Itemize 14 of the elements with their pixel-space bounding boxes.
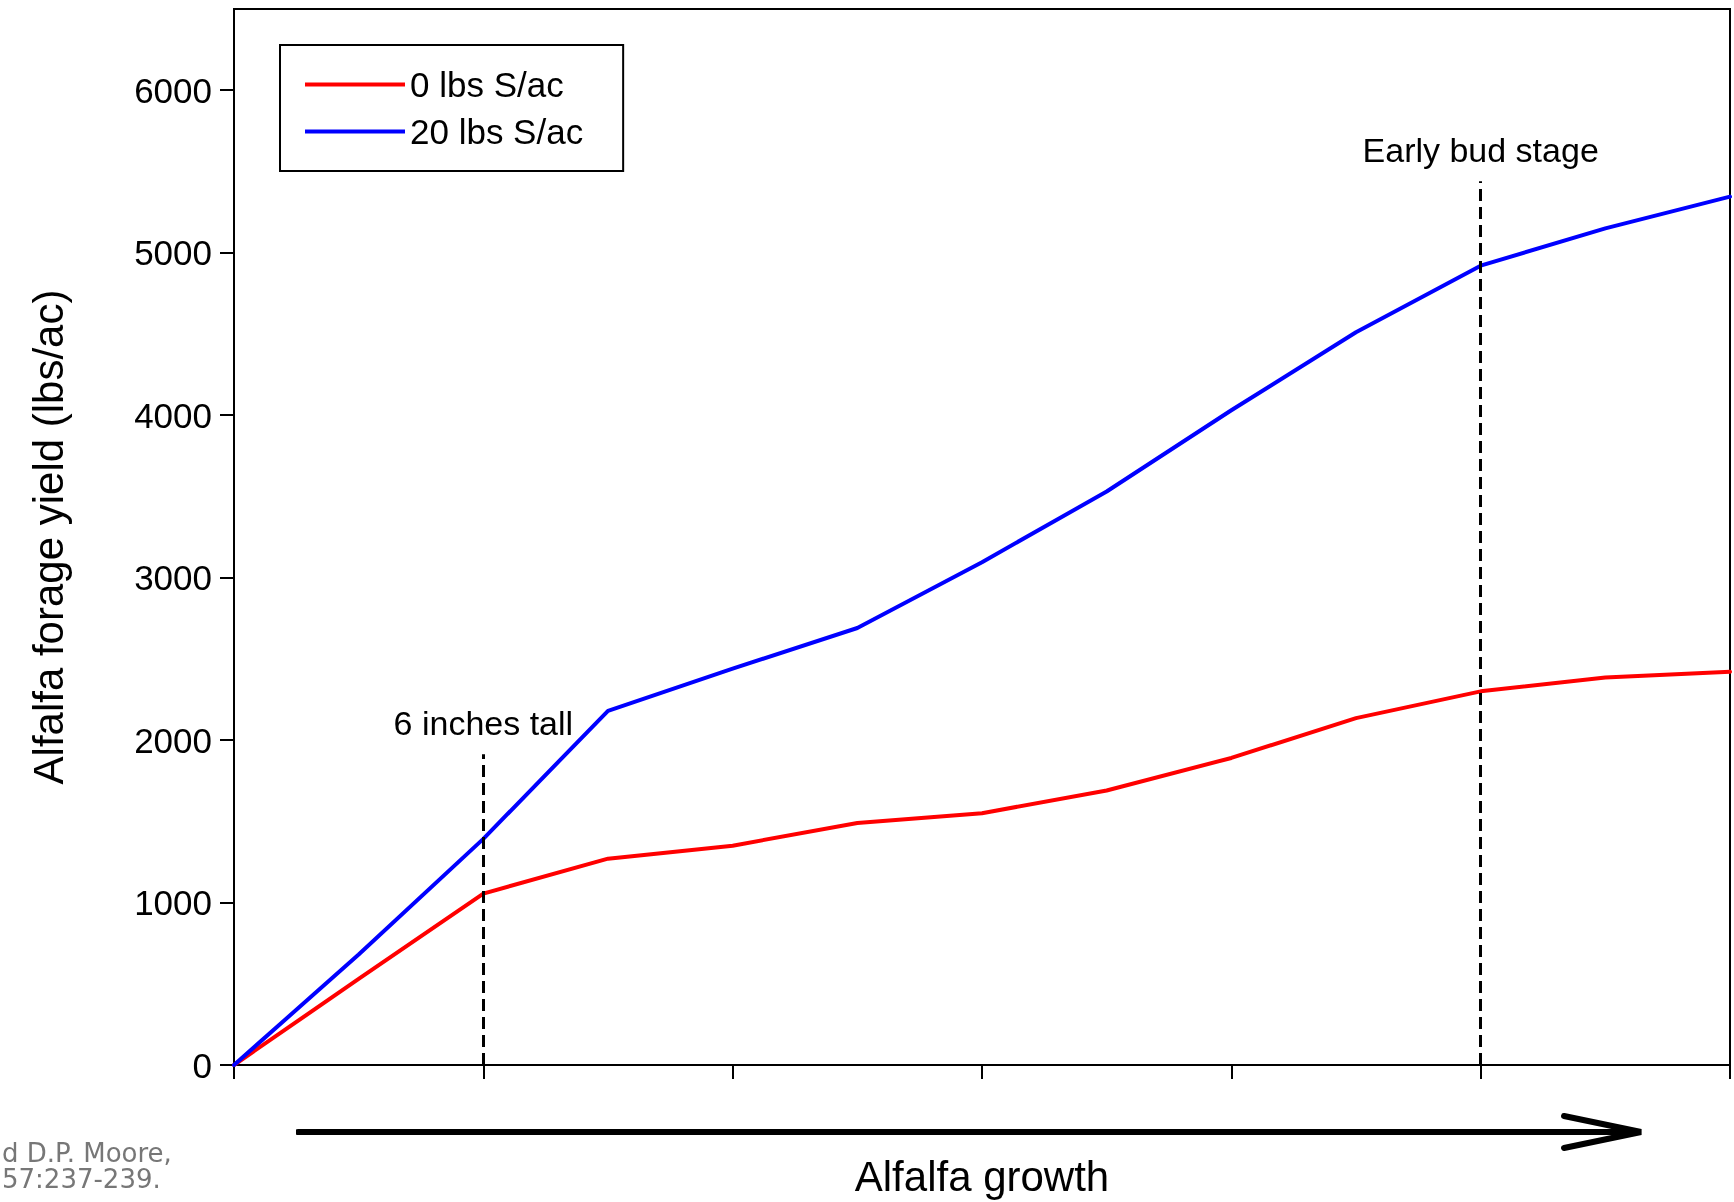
y-tick-label: 3000	[134, 558, 212, 598]
y-tick-label: 6000	[134, 70, 212, 110]
legend-label: 20 lbs S/ac	[410, 112, 584, 151]
y-axis-title: Alfalfa forage yield (lbs/ac)	[24, 289, 72, 785]
x-axis-title: Alfalfa growth	[854, 1152, 1110, 1200]
annotation: Early bud stage	[1362, 131, 1599, 170]
y-tick-label: 5000	[134, 233, 212, 273]
annotation: 6 inches tall	[393, 704, 574, 743]
y-tick-label: 0	[192, 1045, 212, 1085]
y-tick-label: 1000	[134, 883, 212, 923]
y-tick-label: 4000	[134, 395, 212, 435]
text: d D.P. Moore, 57:237-239.	[2, 1138, 181, 1194]
legend-label: 0 lbs S/ac	[410, 65, 564, 104]
y-tick-label: 2000	[134, 720, 212, 760]
